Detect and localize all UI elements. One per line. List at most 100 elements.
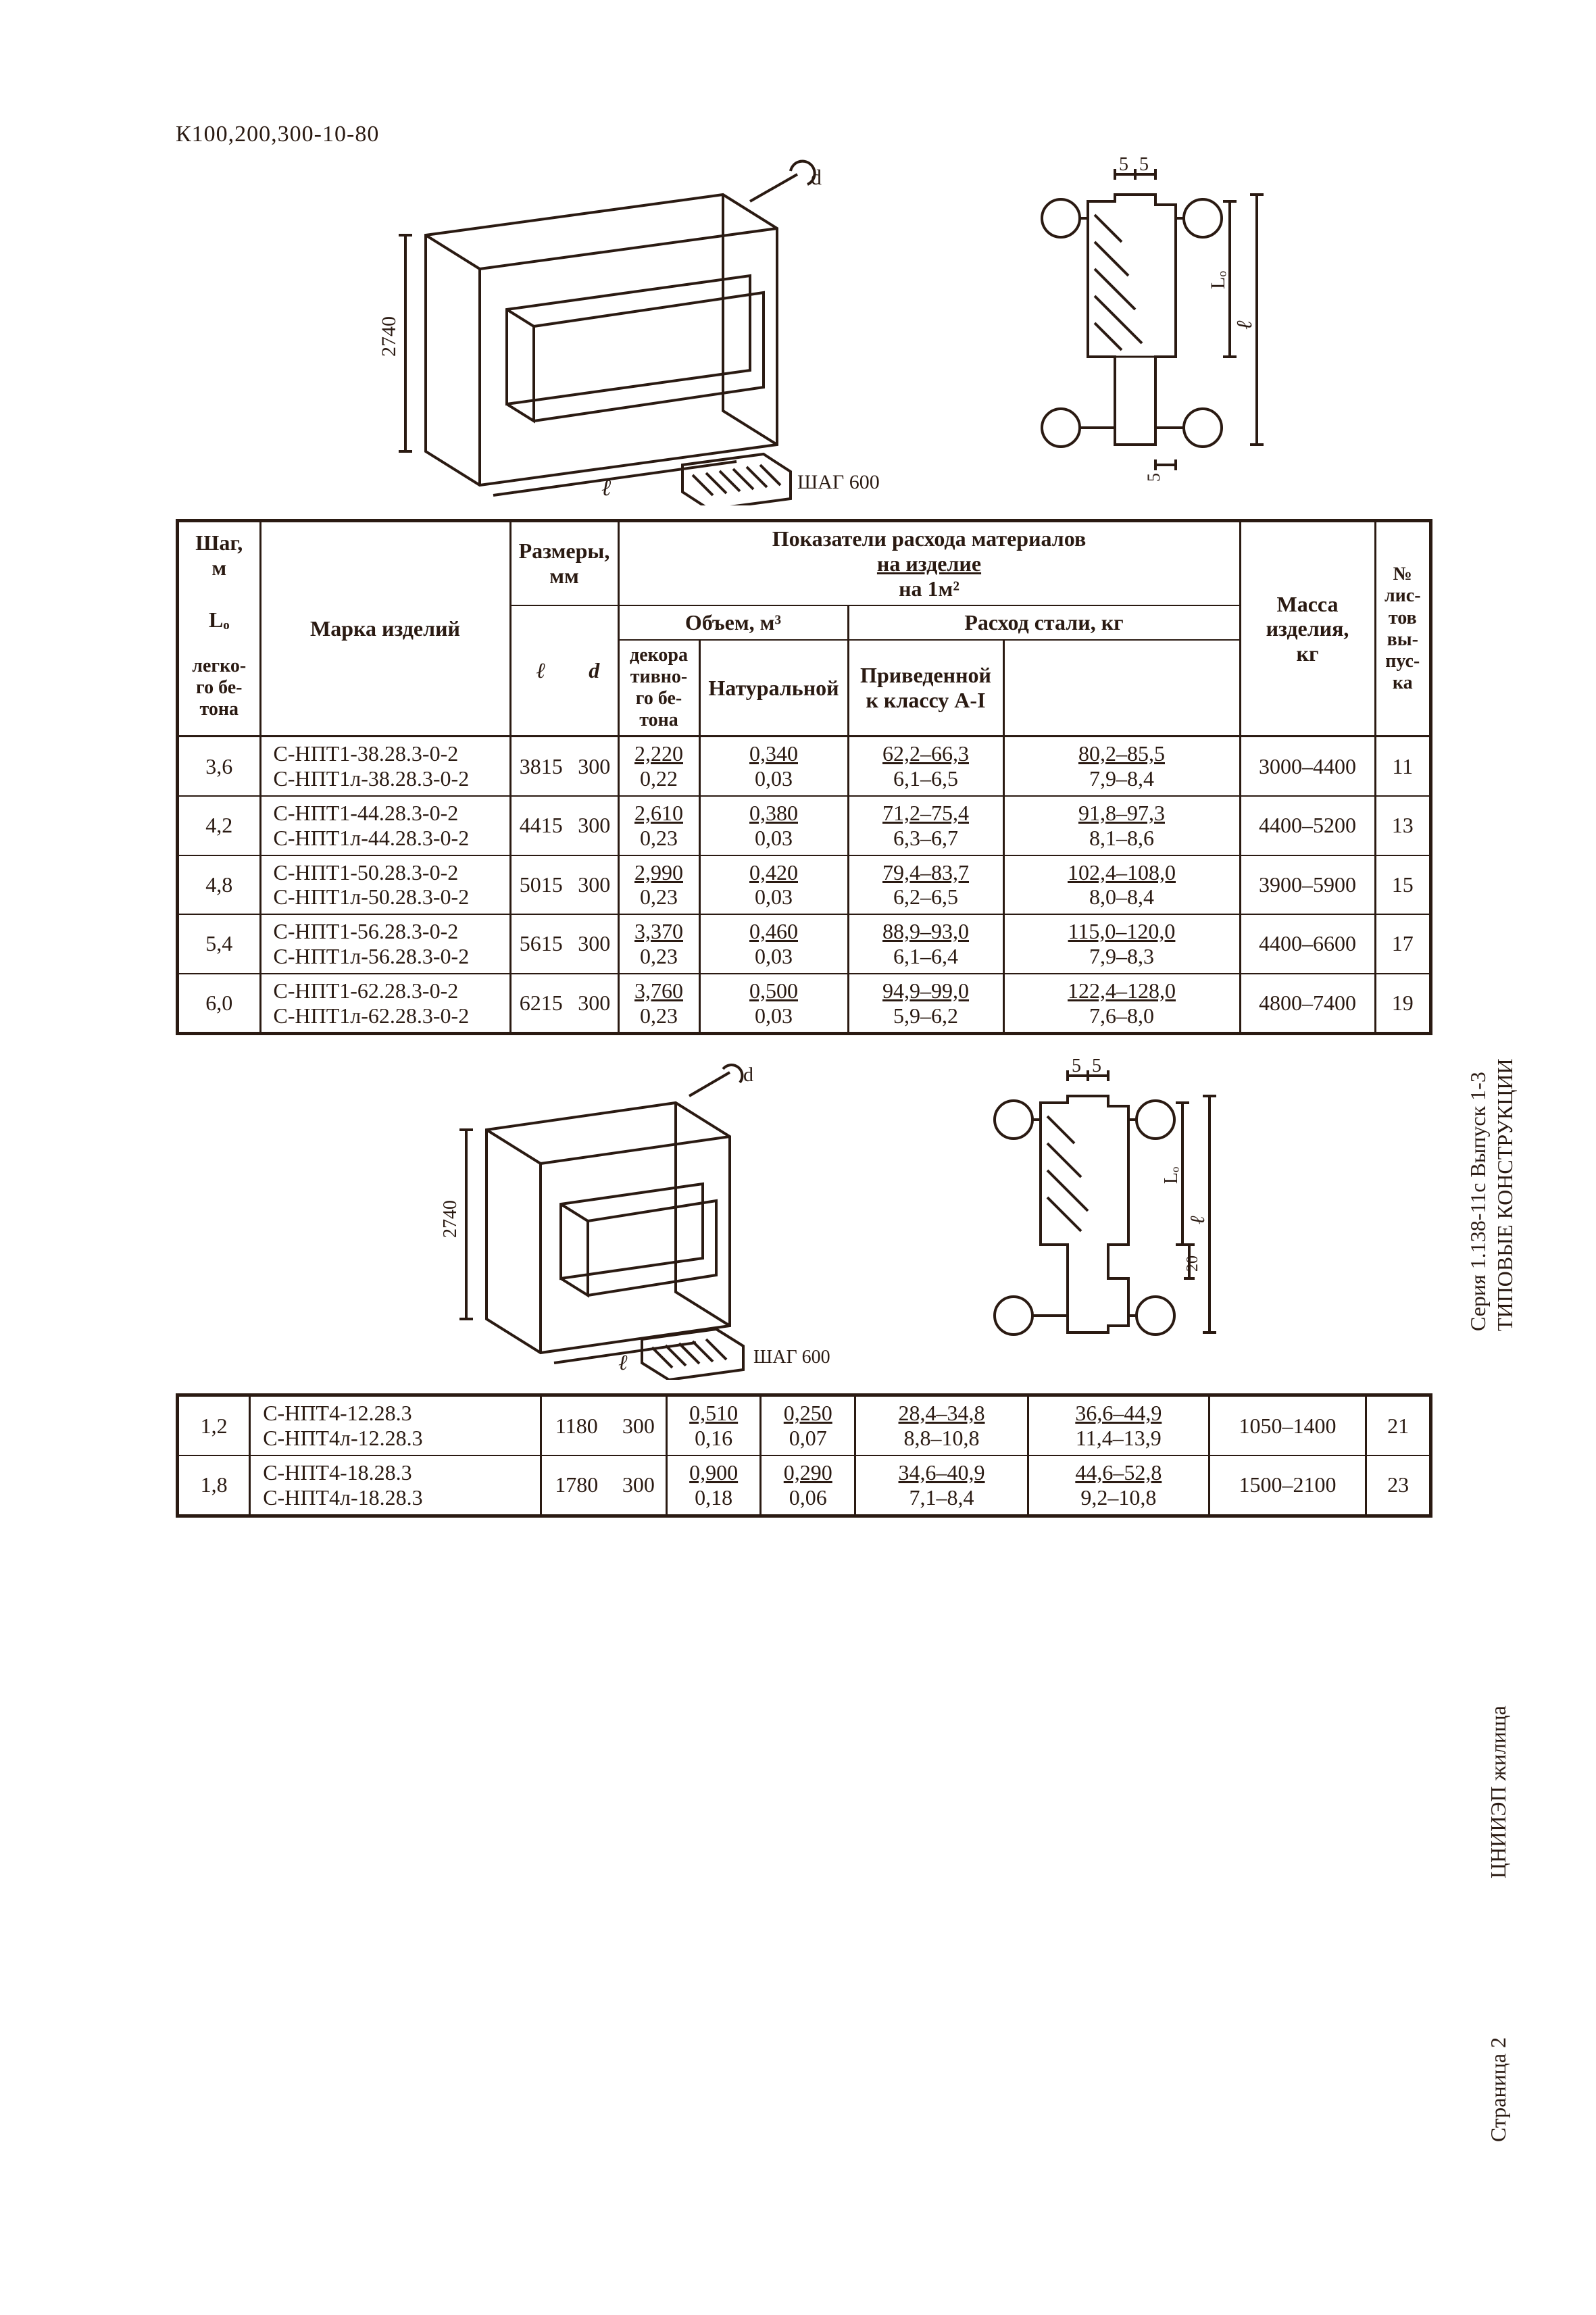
cell-marka: С-НПТ1-56.28.3-0-2С-НПТ1л-56.28.3-0-2	[260, 914, 510, 974]
svg-text:Lₒ: Lₒ	[1207, 271, 1229, 289]
cell-mass: 4800–7400	[1240, 974, 1375, 1032]
cell-sheet: 19	[1375, 974, 1429, 1032]
cell-v2: 0,2900,06	[761, 1455, 855, 1514]
cell-prived: 36,6–44,911,4–13,9	[1028, 1397, 1210, 1455]
svg-text:5: 5	[1072, 1055, 1081, 1076]
cell-marka: С-НПТ1-38.28.3-0-2С-НПТ1л-38.28.3-0-2	[260, 737, 510, 796]
svg-text:2740: 2740	[440, 1200, 461, 1238]
table-1-body: 3,6С-НПТ1-38.28.3-0-2С-НПТ1л-38.28.3-0-2…	[179, 737, 1429, 1032]
cell-natural: 62,2–66,36,1–6,5	[848, 737, 1003, 796]
cell-marka: С-НПТ1-62.28.3-0-2С-НПТ1л-62.28.3-0-2	[260, 974, 510, 1032]
svg-text:ШАГ 600: ШАГ 600	[797, 471, 880, 493]
table-2: 1,2С-НПТ4-12.28.3С-НПТ4л-12.28.311803000…	[176, 1393, 1432, 1517]
cell-sheet: 13	[1375, 796, 1429, 855]
cell-natural: 34,6–40,97,1–8,4	[855, 1455, 1028, 1514]
cell-shag: 5,4	[179, 914, 260, 974]
cell-v1: 3,3700,23	[618, 914, 699, 974]
cell-shag: 4,2	[179, 796, 260, 855]
cell-mass: 4400–6600	[1240, 914, 1375, 974]
table-row: 4,2С-НПТ1-44.28.3-0-2С-НПТ1л-44.28.3-0-2…	[179, 796, 1429, 855]
table-1: Шаг, м Lₒ Марка изделий Размеры,мм Показ…	[176, 519, 1432, 1035]
diagram-row-1: 2740 ℓ d ШАГ 600	[176, 154, 1432, 505]
cell-mass: 1500–2100	[1209, 1455, 1366, 1514]
section-drawing-2: 5 5 Lₒ ℓ 20	[905, 1055, 1257, 1380]
cell-mass: 3000–4400	[1240, 737, 1375, 796]
cell-mass: 1050–1400	[1209, 1397, 1366, 1455]
cell-v1: 0,5100,16	[666, 1397, 761, 1455]
side-org: ЦНИИЭП жилища	[1487, 1706, 1510, 1878]
iso-drawing-2: 2740 ℓ d ШАГ 600	[351, 1055, 865, 1380]
side-series: Серия 1.138-11с Выпуск 1-3	[1466, 1072, 1490, 1331]
cell-d: 300	[571, 737, 618, 796]
svg-text:ℓ: ℓ	[618, 1350, 628, 1374]
cell-v2: 0,5000,03	[699, 974, 848, 1032]
cell-v2: 0,4600,03	[699, 914, 848, 974]
cell-sheet: 23	[1366, 1455, 1429, 1514]
cell-prived: 44,6–52,89,2–10,8	[1028, 1455, 1210, 1514]
table-row: 3,6С-НПТ1-38.28.3-0-2С-НПТ1л-38.28.3-0-2…	[179, 737, 1429, 796]
cell-mass: 4400–5200	[1240, 796, 1375, 855]
cell-shag: 1,2	[179, 1397, 250, 1455]
svg-text:5: 5	[1144, 473, 1164, 482]
cell-l: 3815	[510, 737, 571, 796]
diagram-row-2: 2740 ℓ d ШАГ 600 5 5 Lₒ ℓ	[176, 1055, 1432, 1380]
side-title: ТИПОВЫЕ КОНСТРУКЦИИ	[1493, 1058, 1517, 1331]
svg-text:20: 20	[1184, 1255, 1201, 1272]
table-row: 1,2С-НПТ4-12.28.3С-НПТ4л-12.28.311803000…	[179, 1397, 1429, 1455]
cell-v2: 0,3400,03	[699, 737, 848, 796]
table-2-body: 1,2С-НПТ4-12.28.3С-НПТ4л-12.28.311803000…	[179, 1397, 1429, 1514]
cell-sheet: 15	[1375, 855, 1429, 915]
svg-text:5: 5	[1119, 154, 1128, 175]
cell-d: 300	[612, 1455, 666, 1514]
cell-natural: 79,4–83,76,2–6,5	[848, 855, 1003, 915]
svg-text:d: d	[743, 1064, 753, 1086]
cell-marka: С-НПТ4-18.28.3С-НПТ4л-18.28.3	[250, 1455, 541, 1514]
cell-natural: 71,2–75,46,3–6,7	[848, 796, 1003, 855]
cell-v1: 2,2200,22	[618, 737, 699, 796]
hdr-shag: Шаг,	[183, 530, 255, 555]
cell-prived: 80,2–85,57,9–8,4	[1003, 737, 1240, 796]
cell-d: 300	[571, 914, 618, 974]
cell-l: 1180	[541, 1397, 612, 1455]
cell-v1: 3,7600,23	[618, 974, 699, 1032]
page-content: К100,200,300-10-80	[176, 122, 1432, 1518]
cell-v1: 2,9900,23	[618, 855, 699, 915]
hdr-massa: Масса изделия, кг	[1245, 592, 1370, 666]
cell-prived: 91,8–97,38,1–8,6	[1003, 796, 1240, 855]
cell-l: 4415	[510, 796, 571, 855]
cell-shag: 1,8	[179, 1455, 250, 1514]
cell-d: 300	[571, 855, 618, 915]
svg-text:5: 5	[1139, 154, 1149, 175]
section-drawing-1: 5 5 Lₒ ℓ 5	[953, 154, 1304, 505]
cell-sheet: 21	[1366, 1397, 1429, 1455]
table-row: 4,8С-НПТ1-50.28.3-0-2С-НПТ1л-50.28.3-0-2…	[179, 855, 1429, 915]
cell-natural: 94,9–99,05,9–6,2	[848, 974, 1003, 1032]
svg-text:5: 5	[1092, 1055, 1101, 1076]
hdr-rashod: Расход стали, кг	[848, 605, 1240, 640]
document-code: К100,200,300-10-80	[176, 122, 1432, 147]
hdr-obem: Объем, м³	[618, 605, 848, 640]
cell-l: 5615	[510, 914, 571, 974]
cell-marka: С-НПТ1-50.28.3-0-2С-НПТ1л-50.28.3-0-2	[260, 855, 510, 915]
cell-d: 300	[571, 974, 618, 1032]
hdr-pokazateli: Показатели расхода материалов	[624, 526, 1235, 551]
cell-shag: 6,0	[179, 974, 260, 1032]
svg-text:ℓ: ℓ	[601, 476, 611, 501]
cell-l: 1780	[541, 1455, 612, 1514]
cell-marka: С-НПТ4-12.28.3С-НПТ4л-12.28.3	[250, 1397, 541, 1455]
cell-d: 300	[571, 796, 618, 855]
cell-natural: 28,4–34,88,8–10,8	[855, 1397, 1028, 1455]
table-row: 5,4С-НПТ1-56.28.3-0-2С-НПТ1л-56.28.3-0-2…	[179, 914, 1429, 974]
cell-prived: 122,4–128,07,6–8,0	[1003, 974, 1240, 1032]
cell-shag: 4,8	[179, 855, 260, 915]
cell-v2: 0,2500,07	[761, 1397, 855, 1455]
table-1-header: Шаг, м Lₒ Марка изделий Размеры,мм Показ…	[179, 522, 1429, 737]
cell-prived: 102,4–108,08,0–8,4	[1003, 855, 1240, 915]
cell-marka: С-НПТ1-44.28.3-0-2С-НПТ1л-44.28.3-0-2	[260, 796, 510, 855]
cell-l: 6215	[510, 974, 571, 1032]
svg-text:ℓ: ℓ	[1232, 320, 1256, 330]
svg-text:2740: 2740	[378, 316, 400, 357]
table-row: 1,8С-НПТ4-18.28.3С-НПТ4л-18.28.31780300 0…	[179, 1455, 1429, 1514]
table-row: 6,0С-НПТ1-62.28.3-0-2С-НПТ1л-62.28.3-0-2…	[179, 974, 1429, 1032]
hdr-listov: № лис- тов вы- пус- ка	[1380, 564, 1426, 694]
